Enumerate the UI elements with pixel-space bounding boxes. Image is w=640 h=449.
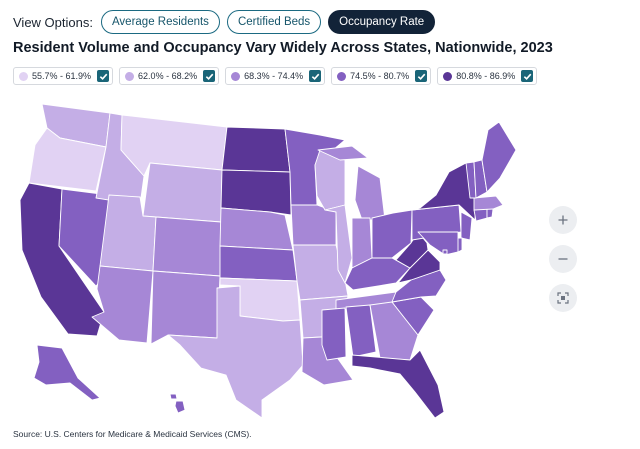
view-options-label: View Options:: [13, 14, 93, 30]
state-co[interactable]: [152, 216, 222, 277]
legend-item-2[interactable]: 62.0% - 68.2%: [119, 67, 220, 85]
legend-swatch-2: [125, 71, 135, 81]
legend-label-4: 74.5% - 80.7%: [350, 71, 410, 81]
minus-icon: [558, 258, 568, 260]
state-ma[interactable]: [473, 195, 504, 211]
state-ms[interactable]: [321, 307, 347, 361]
state-al[interactable]: [345, 304, 377, 358]
state-dc[interactable]: [442, 249, 448, 255]
source-note: Source: U.S. Centers for Medicare & Medi…: [13, 429, 252, 439]
checkbox-checked-icon[interactable]: [521, 70, 534, 82]
legend-item-5[interactable]: 80.8% - 86.9%: [437, 67, 538, 85]
state-nj[interactable]: [460, 211, 473, 241]
state-wy[interactable]: [142, 162, 223, 223]
fullscreen-icon: [557, 292, 569, 304]
legend-item-3[interactable]: 68.3% - 74.4%: [225, 67, 326, 85]
state-sd[interactable]: [220, 169, 292, 216]
state-nd[interactable]: [221, 126, 291, 173]
checkbox-checked-icon[interactable]: [97, 70, 110, 82]
checkbox-checked-icon[interactable]: [415, 70, 428, 82]
state-az[interactable]: [91, 265, 154, 344]
state-ne[interactable]: [219, 207, 294, 251]
state-ga[interactable]: [369, 301, 419, 361]
occupancy-rate-button[interactable]: Occupancy Rate: [328, 10, 436, 34]
legend-label-5: 80.8% - 86.9%: [456, 71, 516, 81]
legend-swatch-4: [337, 71, 347, 81]
legend-label-1: 55.7% - 61.9%: [32, 71, 92, 81]
checkbox-checked-icon[interactable]: [203, 70, 216, 82]
legend-label-3: 68.3% - 74.4%: [244, 71, 304, 81]
zoom-out-button[interactable]: [549, 245, 577, 273]
state-fl[interactable]: [351, 349, 445, 419]
map-title: Resident Volume and Occupancy Vary Widel…: [13, 40, 553, 56]
state-ia[interactable]: [290, 204, 337, 246]
state-wv[interactable]: [395, 231, 429, 269]
state-ak[interactable]: [33, 344, 101, 401]
state-hi[interactable]: [169, 393, 186, 414]
state-tx[interactable]: [167, 285, 304, 419]
legend-item-4[interactable]: 74.5% - 80.7%: [331, 67, 432, 85]
average-residents-button[interactable]: Average Residents: [100, 10, 220, 34]
state-me[interactable]: [481, 121, 517, 193]
zoom-in-button[interactable]: [549, 206, 577, 234]
legend: 55.7% - 61.9% 62.0% - 68.2% 68.3% - 74.4…: [13, 67, 543, 85]
legend-item-1[interactable]: 55.7% - 61.9%: [13, 67, 114, 85]
state-or[interactable]: [28, 127, 107, 192]
plus-icon: [558, 215, 568, 225]
state-nm[interactable]: [150, 270, 221, 345]
legend-swatch-3: [231, 71, 241, 81]
checkbox-checked-icon[interactable]: [309, 70, 322, 82]
legend-swatch-1: [19, 71, 28, 81]
reset-view-button[interactable]: [549, 284, 577, 312]
legend-swatch-5: [443, 71, 453, 81]
view-options: View Options: Average Residents Certifie…: [13, 10, 442, 34]
state-ks[interactable]: [219, 245, 298, 282]
state-md[interactable]: [417, 231, 459, 256]
certified-beds-button[interactable]: Certified Beds: [226, 10, 322, 34]
legend-label-2: 62.0% - 68.2%: [138, 71, 198, 81]
